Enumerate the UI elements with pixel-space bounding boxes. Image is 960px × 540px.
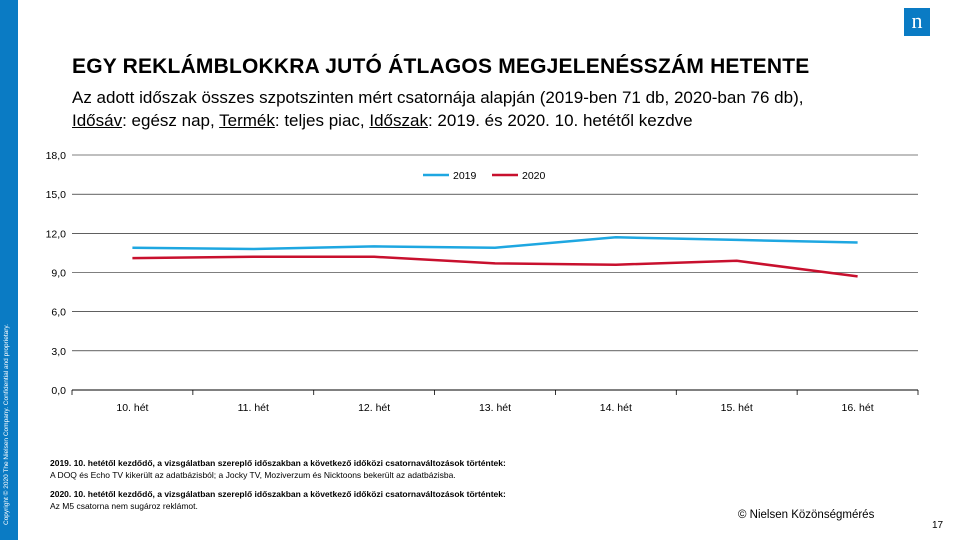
subtitle-key-time: Idősáv bbox=[72, 111, 123, 130]
x-tick-label: 10. hét bbox=[116, 402, 148, 414]
x-tick-label: 16. hét bbox=[842, 402, 874, 414]
brand-sidebar: Copyright © 2020 The Nielsen Company. Co… bbox=[0, 0, 18, 540]
y-tick-label: 3,0 bbox=[51, 346, 66, 358]
nielsen-logo: n bbox=[904, 8, 930, 36]
copyright-footer: © Nielsen Közönségmérés bbox=[738, 509, 875, 521]
y-tick-label: 9,0 bbox=[51, 268, 66, 280]
x-tick-label: 14. hét bbox=[600, 402, 632, 414]
x-tick-label: 12. hét bbox=[358, 402, 390, 414]
subtitle-key-product: Termék bbox=[219, 111, 275, 130]
x-tick-label: 11. hét bbox=[238, 402, 269, 414]
note-2-heading: 2020. 10. hetétől kezdődő, a vizsgálatba… bbox=[50, 489, 506, 499]
note-1-body: A DOQ és Echo TV kikerült az adatbázisbó… bbox=[50, 470, 456, 480]
legend-label: 2020 bbox=[522, 170, 546, 182]
series-line-2019 bbox=[132, 236, 858, 251]
slide-subtitle: Az adott időszak összes szpotszinten mér… bbox=[72, 86, 803, 132]
note-1-heading: 2019. 10. hetétől kezdődő, a vizsgálatba… bbox=[50, 458, 506, 468]
x-tick-label: 15. hét bbox=[721, 402, 753, 414]
y-tick-label: 15,0 bbox=[46, 189, 67, 201]
x-tick-label: 13. hét bbox=[479, 402, 511, 414]
legend-label: 2019 bbox=[453, 170, 477, 182]
subtitle-key-period: Időszak bbox=[369, 111, 428, 130]
y-tick-label: 0,0 bbox=[51, 385, 66, 397]
subtitle-val-period: : 2019. és 2020. 10. hetétől kezdve bbox=[427, 111, 693, 130]
subtitle-val-product: : teljes piac, bbox=[274, 111, 370, 130]
y-tick-label: 6,0 bbox=[51, 307, 66, 319]
y-tick-label: 12,0 bbox=[46, 228, 67, 240]
subtitle-line-2: Idősáv: egész nap, Termék: teljes piac, … bbox=[72, 109, 803, 132]
page-number: 17 bbox=[932, 520, 944, 531]
footnotes: 2019. 10. hetétől kezdődő, a vizsgálatba… bbox=[50, 457, 506, 512]
slide-title: EGY REKLÁMBLOKKRA JUTÓ ÁTLAGOS MEGJELENÉ… bbox=[72, 55, 810, 78]
subtitle-val-time: : egész nap, bbox=[122, 111, 220, 130]
subtitle-line-1: Az adott időszak összes szpotszinten mér… bbox=[72, 88, 804, 107]
y-tick-label: 18,0 bbox=[46, 150, 67, 162]
note-2-body: Az M5 csatorna nem sugároz reklámot. bbox=[50, 501, 198, 511]
series-line-2020 bbox=[132, 255, 858, 278]
